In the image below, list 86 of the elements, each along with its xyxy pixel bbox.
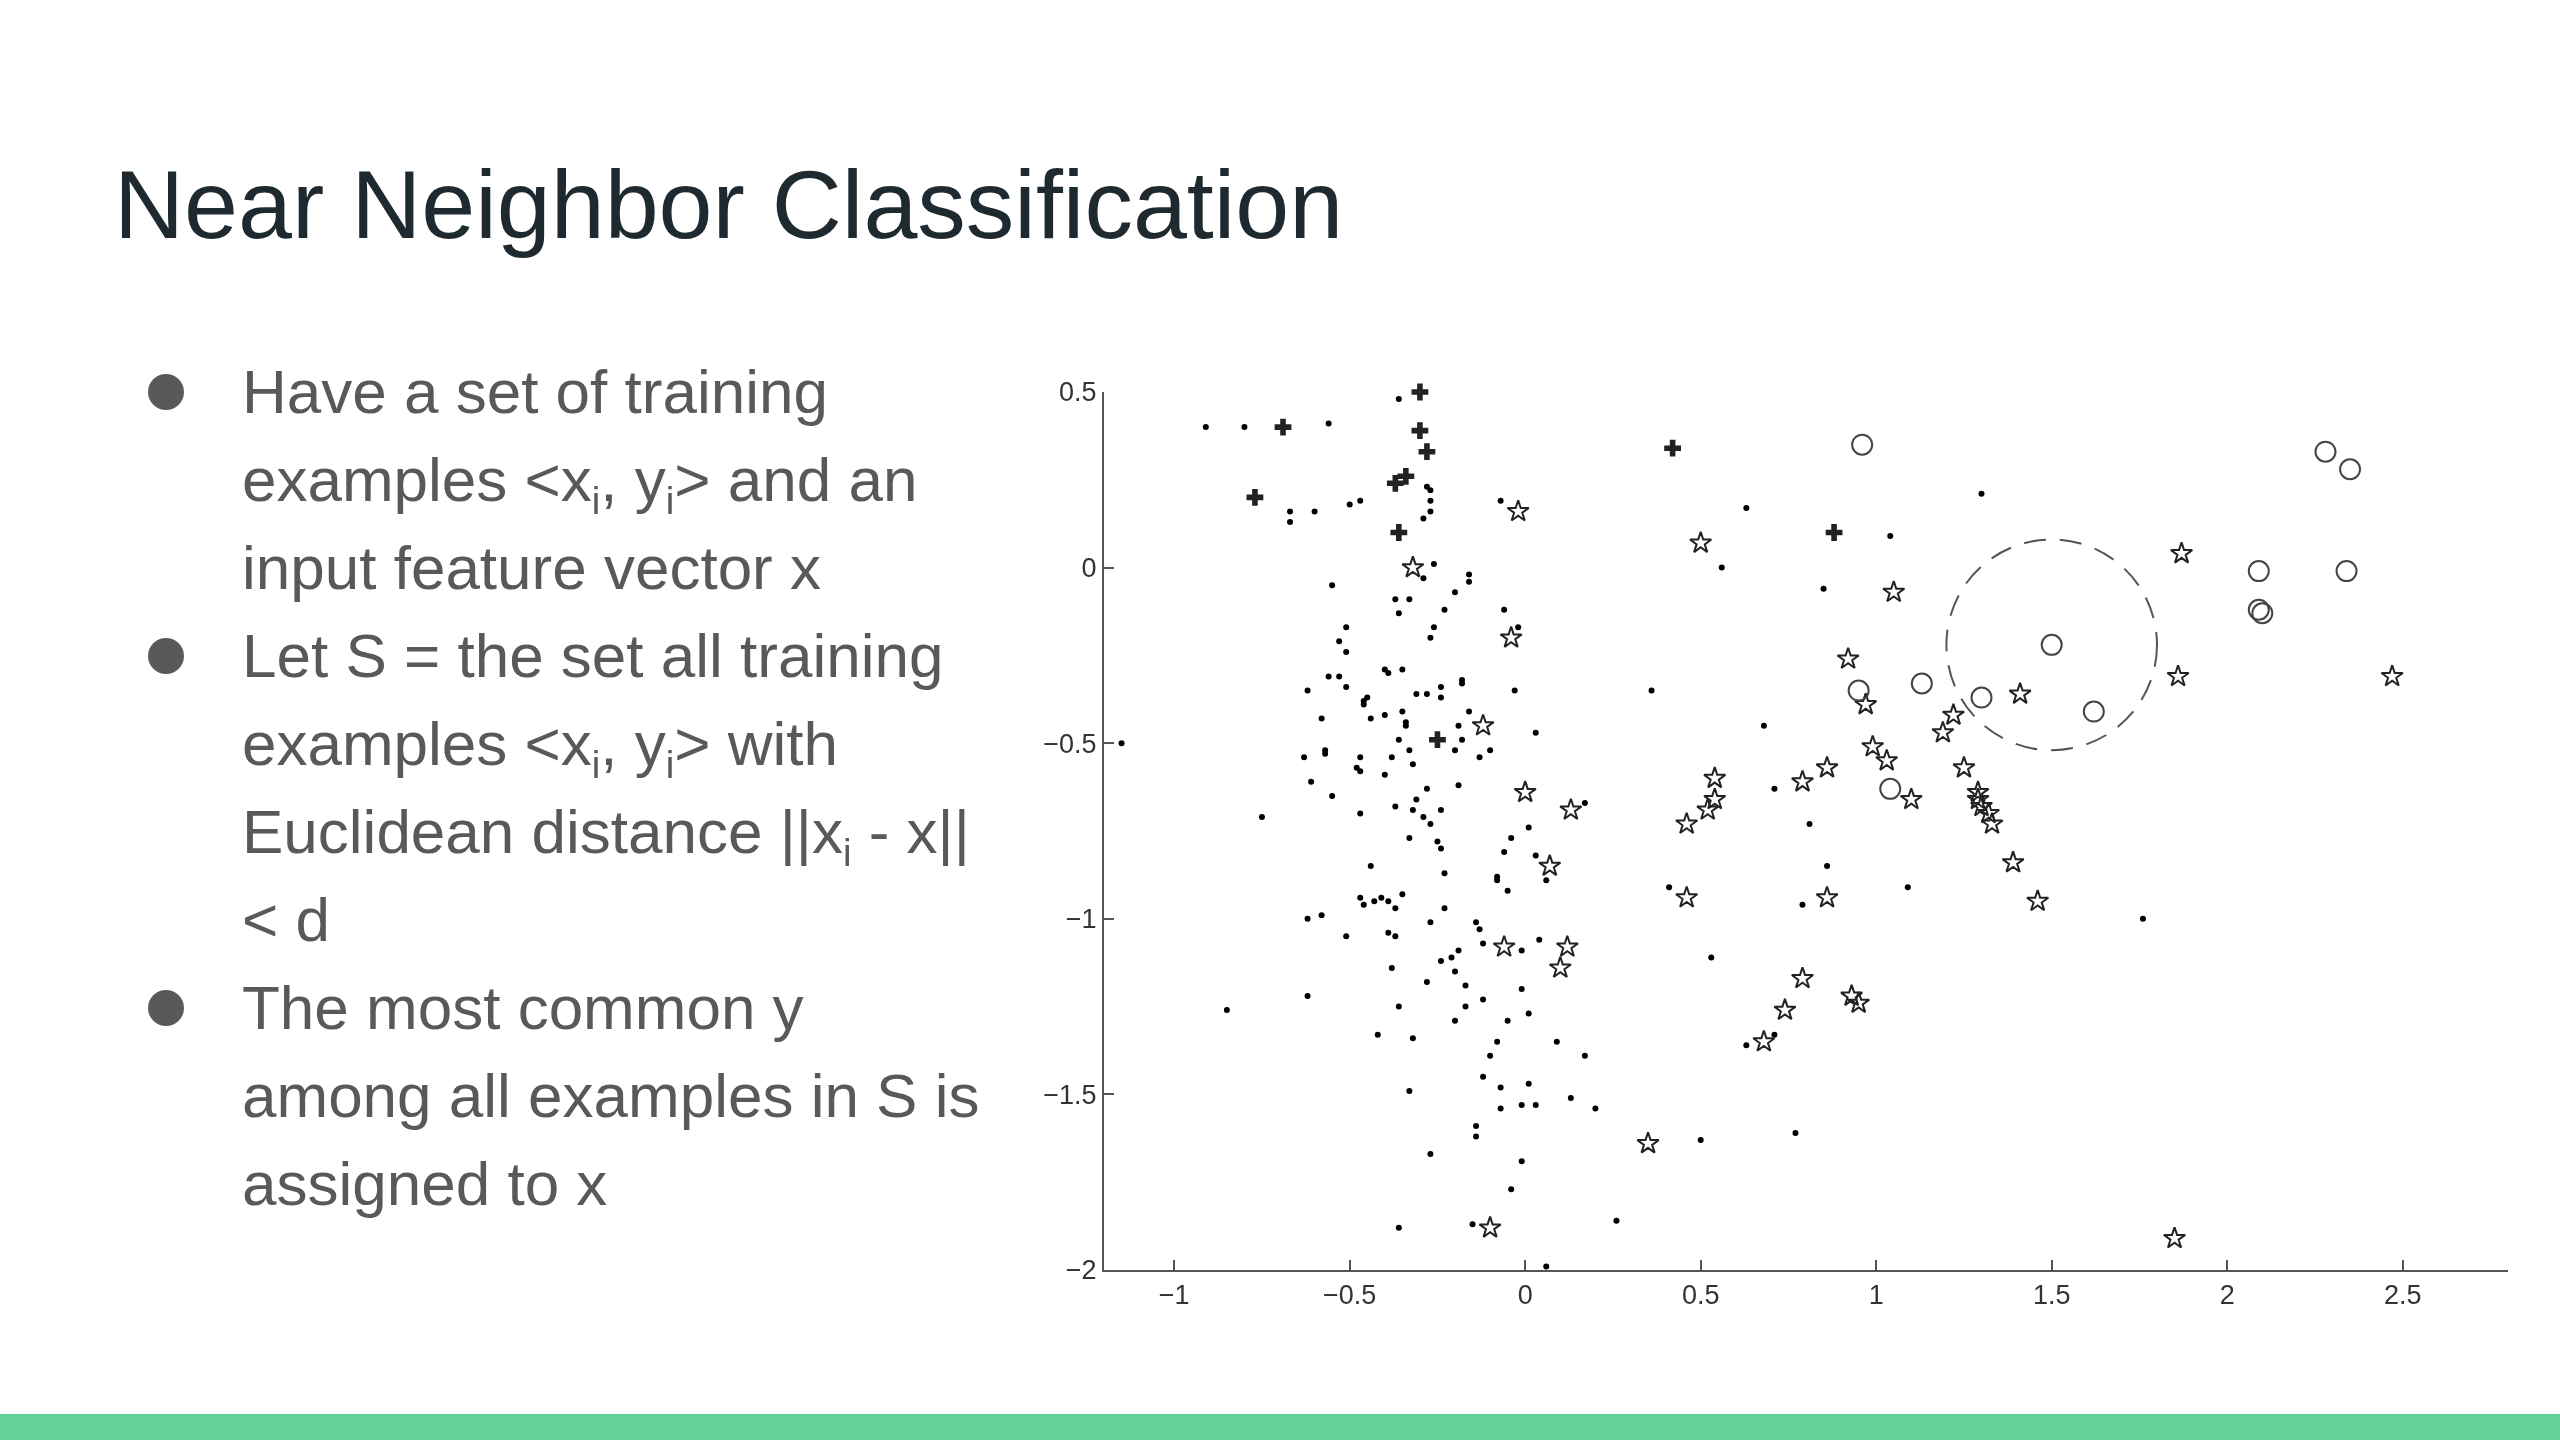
point xyxy=(1970,686,1993,709)
point xyxy=(1836,646,1860,669)
point xyxy=(1773,997,1797,1021)
point xyxy=(2008,681,2032,705)
point xyxy=(1839,983,1864,1007)
point xyxy=(1899,787,1923,810)
point xyxy=(1851,433,1874,456)
point xyxy=(1478,1215,1502,1238)
point xyxy=(1559,797,1583,820)
text: Have a set of training examples <x$_{i}$, y$_{i}$> and an input feature vector x xyxy=(242,357,918,602)
text: Near Neighbor Classification xyxy=(114,150,1344,260)
point xyxy=(1752,1029,1776,1052)
point xyxy=(1815,885,1839,908)
y-tick-label: 0.5 xyxy=(1059,377,1097,408)
point xyxy=(1847,679,1870,702)
y-tick-label: −0.5 xyxy=(1043,728,1097,759)
point xyxy=(1675,811,1699,835)
x-tick-label: 1.5 xyxy=(2032,1280,2071,1311)
point xyxy=(1825,524,1843,541)
point xyxy=(1548,955,1572,979)
point xyxy=(1976,801,2001,824)
y-tick-label: −1.5 xyxy=(1043,1079,1097,1110)
point xyxy=(1854,692,1878,715)
point xyxy=(1675,885,1699,908)
point xyxy=(2026,889,2050,912)
point xyxy=(2339,458,2362,481)
point xyxy=(1847,990,1871,1014)
point xyxy=(1664,439,1682,457)
point xyxy=(1555,934,1579,957)
point xyxy=(1397,467,1415,485)
point xyxy=(1969,794,1994,817)
point xyxy=(1471,713,1495,736)
point xyxy=(2380,664,2404,687)
text: The most common y among all examples in S is assigned to x xyxy=(242,973,980,1218)
point xyxy=(1513,780,1537,803)
point xyxy=(1274,418,1292,436)
point xyxy=(1499,625,1523,648)
point xyxy=(2082,700,2105,723)
point xyxy=(2335,560,2358,583)
point xyxy=(1875,748,1899,771)
x-tick-label: 2 xyxy=(2219,1280,2235,1311)
x-tick-label: 0.5 xyxy=(1681,1280,1720,1311)
point xyxy=(2169,541,2194,564)
point xyxy=(1980,811,2004,835)
point xyxy=(1966,780,1990,803)
point xyxy=(1703,787,1727,810)
point xyxy=(2314,440,2337,463)
point xyxy=(2166,664,2190,687)
point xyxy=(2001,850,2025,873)
point xyxy=(1790,769,1815,792)
point xyxy=(1952,755,1976,778)
point xyxy=(1910,672,1933,695)
point xyxy=(1696,797,1720,820)
x-tick-label: −0.5 xyxy=(1323,1280,1377,1311)
point xyxy=(1790,966,1815,989)
point xyxy=(1861,734,1885,757)
point xyxy=(1538,853,1562,877)
point xyxy=(1429,731,1446,749)
point xyxy=(1390,524,1408,541)
point xyxy=(1879,777,1902,800)
y-tick-label: −2 xyxy=(1065,1255,1097,1286)
point xyxy=(1882,579,1906,603)
x-tick-label: 0 xyxy=(1517,1280,1533,1311)
point xyxy=(1636,1131,1660,1154)
point xyxy=(1966,787,1990,810)
y-tick-label: −1 xyxy=(1065,904,1097,935)
x-tick-label: 2.5 xyxy=(2383,1280,2422,1311)
x-tick-label: 1 xyxy=(1868,1280,1884,1311)
point xyxy=(1386,474,1404,492)
point xyxy=(1941,702,1966,726)
point xyxy=(1246,488,1264,506)
point xyxy=(1492,934,1516,957)
point xyxy=(1703,766,1727,789)
y-tick-label: 0 xyxy=(1081,553,1097,584)
point xyxy=(1401,555,1425,578)
point xyxy=(1506,499,1530,522)
x-tick-label: −1 xyxy=(1158,1280,1190,1311)
point xyxy=(1931,720,1955,743)
point xyxy=(2247,560,2270,583)
point xyxy=(1689,530,1713,554)
point xyxy=(1411,422,1429,440)
point xyxy=(1815,755,1839,778)
point xyxy=(2162,1226,2187,1249)
point xyxy=(1418,443,1436,461)
text: Let S = the set all training examples <x$_{i}$, y$_{i}$> with Euclidean distance ||x$_{i}$ - x|| < d xyxy=(242,621,970,954)
point xyxy=(1411,383,1429,401)
